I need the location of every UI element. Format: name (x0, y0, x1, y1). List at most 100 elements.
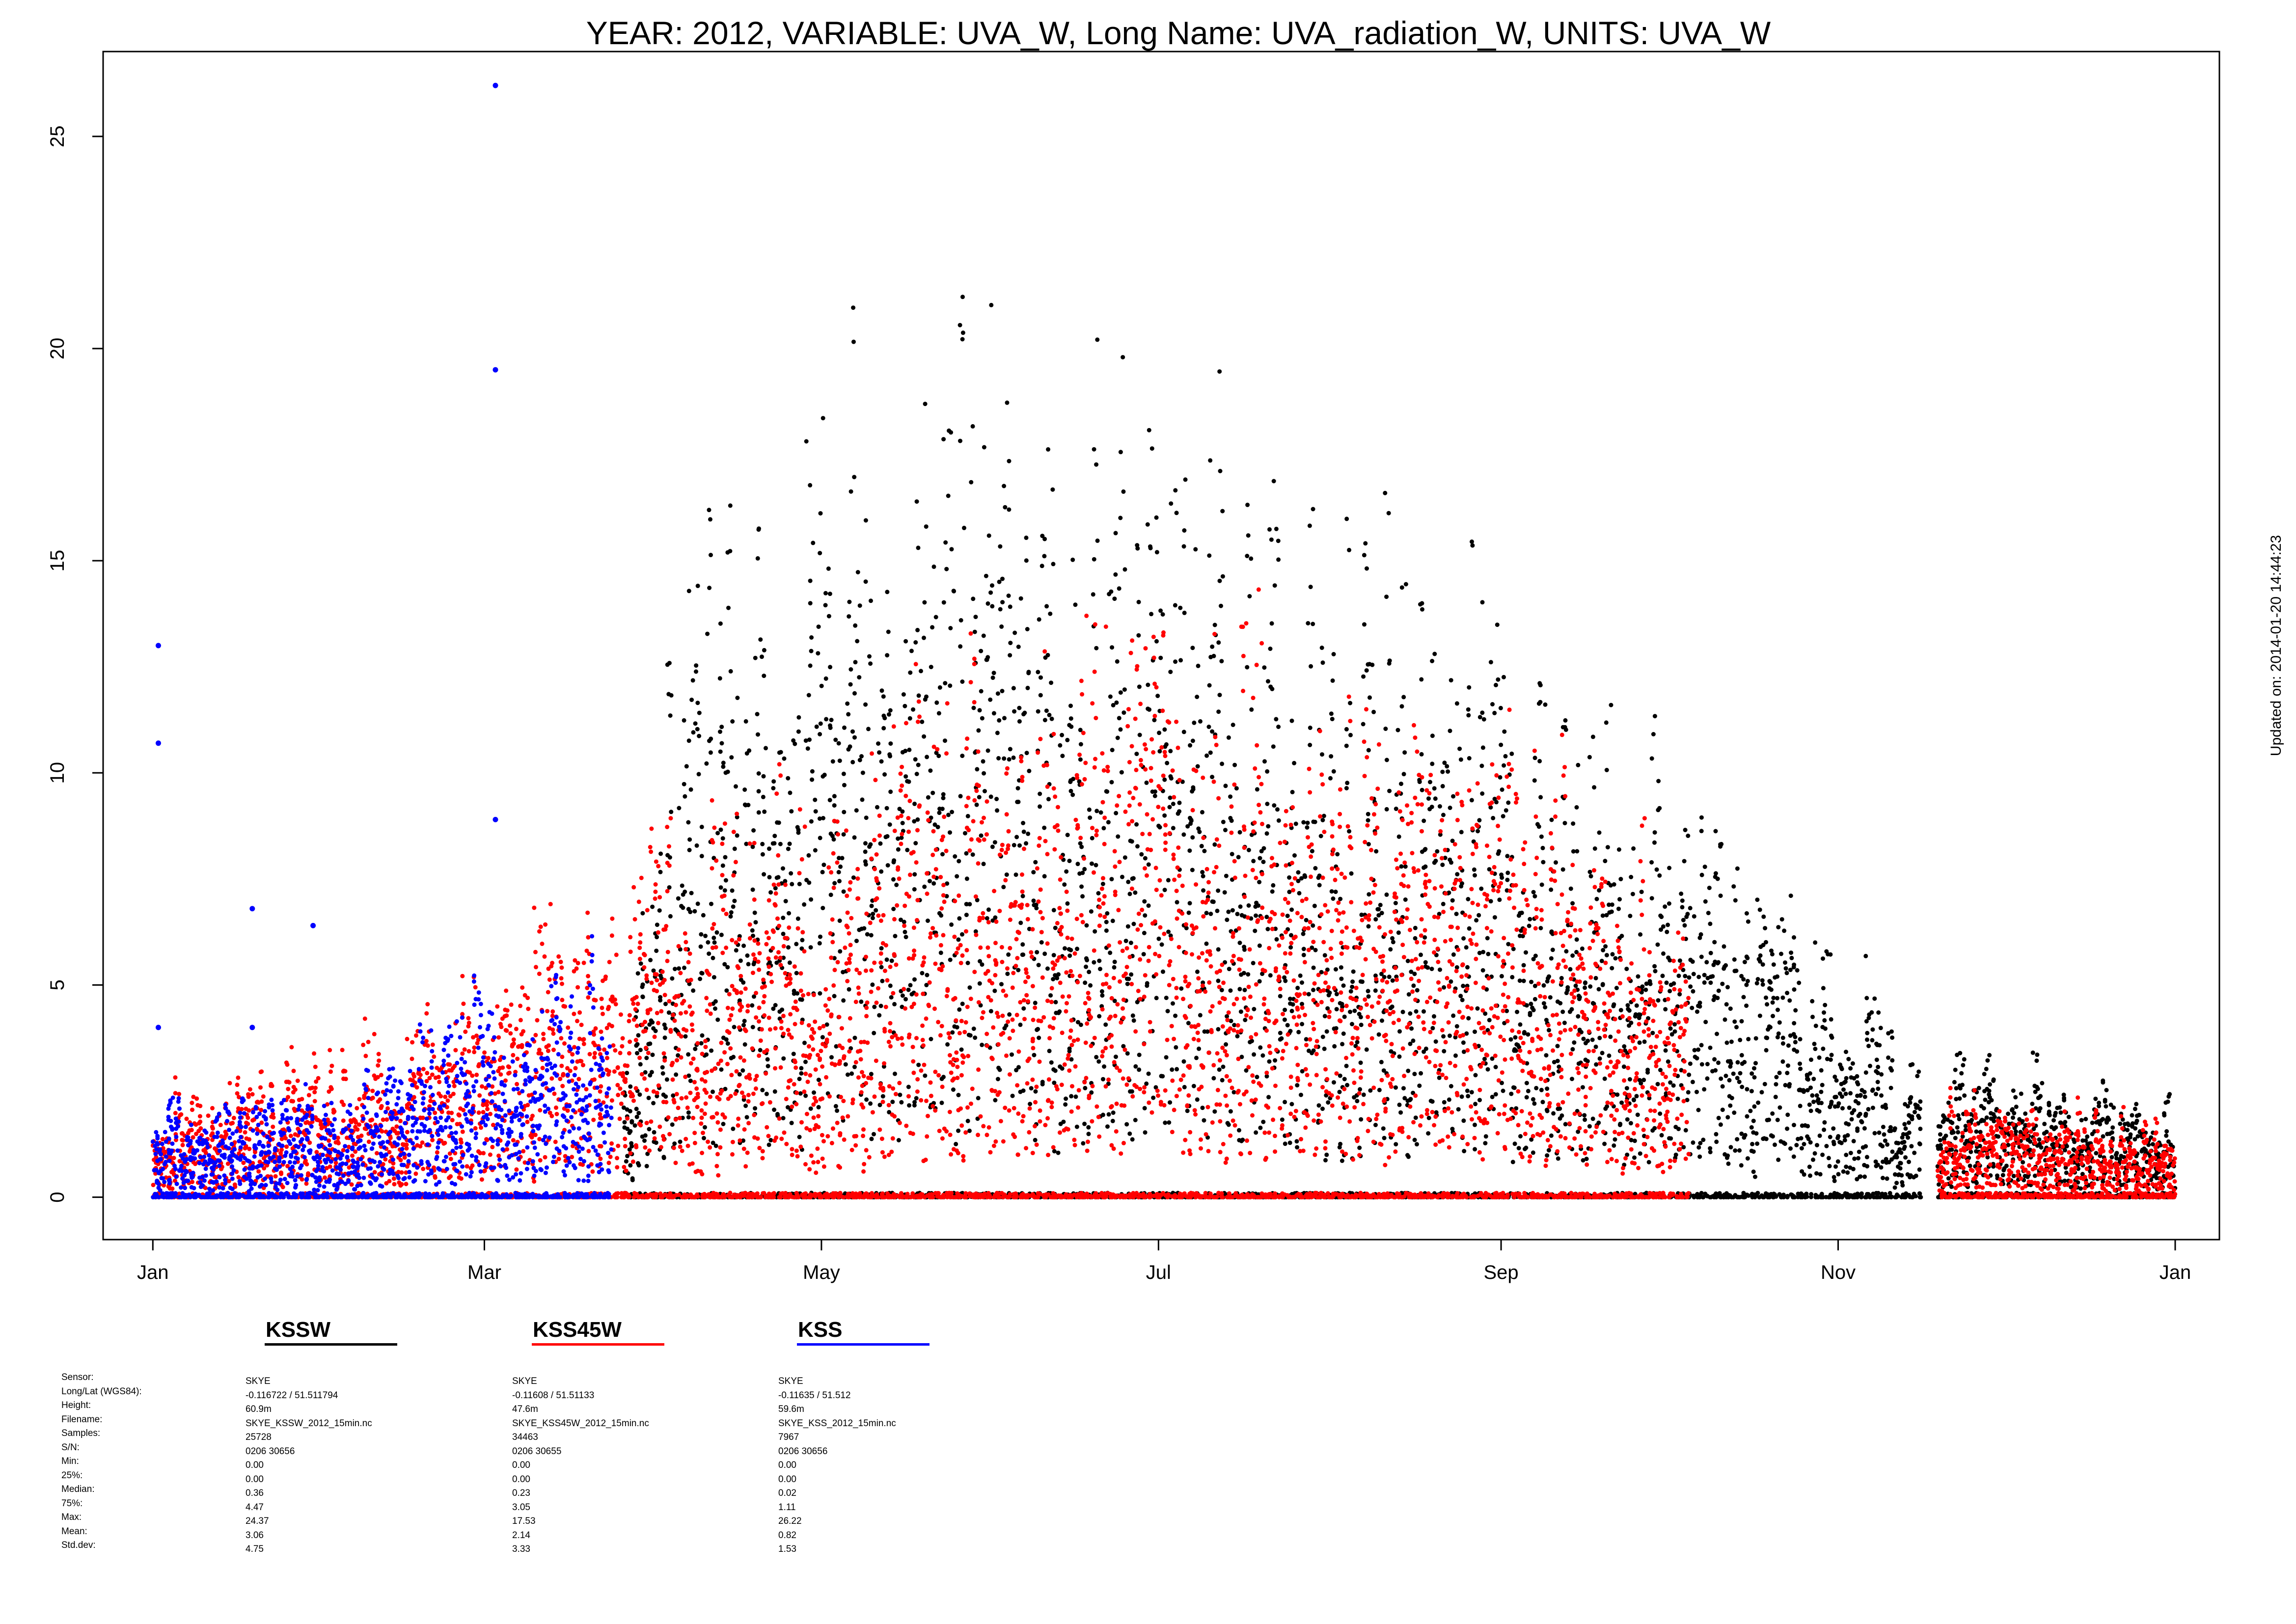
data-point (816, 1078, 821, 1083)
data-point (1122, 687, 1127, 692)
data-point (1624, 967, 1629, 972)
data-point (1007, 1012, 1012, 1017)
data-point (1246, 972, 1251, 977)
data-point (940, 852, 945, 857)
data-point (1917, 1115, 1922, 1120)
data-point (1953, 1067, 1958, 1072)
data-point (1665, 929, 1669, 934)
data-point (1216, 888, 1221, 893)
data-point (819, 683, 824, 688)
data-point (902, 704, 907, 708)
data-point (1852, 1108, 1857, 1113)
data-point (929, 1037, 933, 1041)
data-point (1155, 694, 1160, 698)
data-point (778, 841, 783, 846)
data-point (645, 1151, 650, 1156)
data-point (1705, 1076, 1710, 1081)
data-point (1068, 780, 1073, 785)
data-point (824, 1022, 829, 1027)
data-point (1613, 1137, 1617, 1142)
data-point (853, 623, 858, 628)
data-point (1394, 1142, 1398, 1147)
data-point (1753, 1036, 1758, 1041)
data-point (1440, 784, 1445, 788)
data-point (2034, 1058, 2039, 1063)
data-point (958, 438, 962, 443)
data-point (887, 712, 891, 717)
data-point (1547, 1028, 1551, 1032)
data-point (1283, 978, 1288, 983)
data-point (1254, 913, 1258, 918)
data-point (632, 1123, 637, 1128)
data-point (1714, 1139, 1719, 1144)
data-point (1348, 1009, 1353, 1014)
data-point (912, 887, 917, 892)
data-point (1583, 1117, 1587, 1122)
data-point (1402, 750, 1407, 755)
data-point (1282, 975, 1287, 980)
data-point (929, 665, 933, 670)
data-point (1497, 897, 1502, 902)
data-point (1697, 1154, 1702, 1159)
data-point (1057, 1009, 1062, 1014)
data-point (1289, 1008, 1294, 1013)
data-point (973, 1035, 978, 1040)
data-point (1521, 978, 1526, 983)
data-point (1449, 1084, 1453, 1088)
data-point (932, 822, 937, 827)
data-point (1735, 866, 1740, 871)
data-point (1307, 523, 1312, 528)
data-point (1492, 915, 1497, 920)
data-point (760, 654, 764, 659)
data-point (686, 1110, 691, 1115)
data-point (1703, 1020, 1708, 1025)
data-point (780, 1007, 785, 1012)
data-point (1024, 558, 1029, 563)
data-point (1779, 951, 1783, 956)
data-point (1028, 1102, 1033, 1107)
data-point (840, 856, 845, 861)
data-point (935, 825, 940, 830)
data-point (1725, 985, 1730, 990)
data-point (1563, 718, 1568, 723)
data-point (792, 988, 796, 993)
data-point (732, 846, 737, 851)
data-point (1687, 1072, 1692, 1077)
data-point (1109, 780, 1114, 785)
data-point (803, 738, 808, 743)
data-point (734, 948, 738, 953)
data-point (707, 586, 712, 590)
data-point (979, 689, 984, 694)
data-point (1532, 756, 1537, 760)
data-point (1078, 1023, 1083, 1027)
data-point (1441, 901, 1446, 906)
data-point (686, 820, 691, 825)
data-point (1877, 1130, 1882, 1135)
data-point (1046, 797, 1051, 802)
data-point (943, 738, 947, 743)
data-point (1574, 805, 1579, 810)
data-point (907, 716, 912, 721)
data-point (1219, 659, 1224, 664)
data-point (1602, 1076, 1607, 1081)
data-point (1749, 1125, 1754, 1130)
data-point (821, 863, 826, 867)
data-point (1630, 892, 1635, 896)
data-point (1101, 1077, 1105, 1082)
data-point (1116, 834, 1121, 839)
data-point (1308, 726, 1312, 730)
data-point (1855, 1074, 1859, 1079)
data-point (887, 752, 892, 757)
data-point (1292, 853, 1297, 858)
data-point (1593, 1044, 1598, 1049)
data-point (1658, 1111, 1663, 1116)
data-point (1367, 695, 1372, 700)
data-point (933, 615, 938, 620)
data-point (1541, 1001, 1546, 1006)
data-point (1427, 807, 1432, 812)
data-point (1641, 1078, 1646, 1083)
data-point (1987, 1053, 1992, 1057)
data-point (881, 1064, 886, 1069)
data-point (878, 1003, 883, 1008)
data-point (1716, 1115, 1721, 1120)
